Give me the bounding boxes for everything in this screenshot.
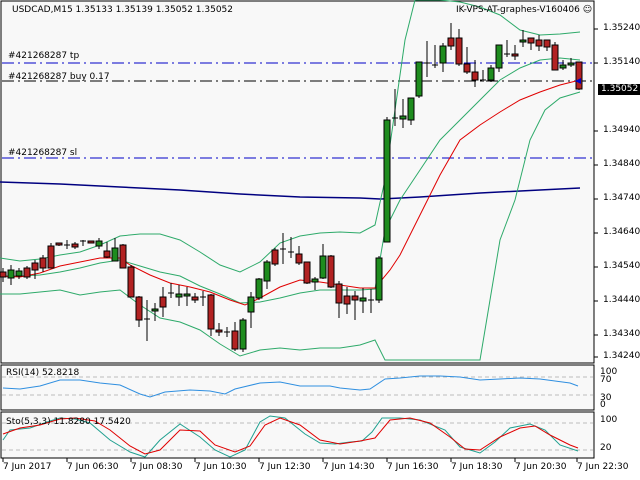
rsi-level-100: 100 bbox=[600, 367, 618, 377]
rsi-pane bbox=[0, 364, 595, 411]
rsi-level-30: 30 bbox=[600, 393, 612, 403]
rsi-level-0: 0 bbox=[600, 400, 606, 410]
price-tick: 1.35140 bbox=[603, 57, 640, 67]
time-tick: 7 Jun 12:30 bbox=[259, 462, 311, 472]
time-tick: 7 Jun 08:30 bbox=[131, 462, 183, 472]
price-tick: 1.34540 bbox=[603, 261, 640, 271]
time-tick: 7 Jun 14:30 bbox=[323, 462, 375, 472]
current-price-tag: 1.35052 bbox=[598, 84, 640, 95]
rsi-level-70: 70 bbox=[600, 375, 612, 385]
stoch-label: Sto(5,3,3) 11.8280 17.5420 bbox=[6, 417, 131, 427]
order-sl-label: #421268287 sl bbox=[8, 148, 78, 158]
price-tick: 1.34240 bbox=[603, 351, 640, 361]
price-tick: 1.34340 bbox=[603, 329, 640, 339]
time-tick: 7 Jun 18:30 bbox=[451, 462, 503, 472]
order-buy-label: #421268287 buy 0.17 bbox=[8, 72, 110, 82]
rsi-label: RSI(14) 52.8218 bbox=[6, 368, 80, 378]
symbol-info: USDCAD,M15 1.35133 1.35139 1.35052 1.350… bbox=[12, 5, 233, 15]
smiley-icon: ☺ bbox=[582, 5, 593, 15]
price-tick: 1.34440 bbox=[603, 295, 640, 305]
time-tick: 7 Jun 16:30 bbox=[387, 462, 439, 472]
time-tick: 7 Jun 06:30 bbox=[67, 462, 119, 472]
main-pane bbox=[0, 0, 595, 364]
time-tick: 7 Jun 22:30 bbox=[577, 462, 629, 472]
time-tick: 7 Jun 20:30 bbox=[515, 462, 567, 472]
stoch-level-20: 20 bbox=[600, 443, 612, 453]
time-tick: 7 Jun 2017 bbox=[3, 462, 52, 472]
price-tick: 1.34740 bbox=[603, 193, 640, 203]
order-tp-label: #421268287 tp bbox=[8, 51, 80, 61]
price-tick: 1.35240 bbox=[603, 23, 640, 33]
stoch-level-100: 100 bbox=[600, 415, 618, 425]
watermark-text: IK-VPS-AT-graphes-V160406 bbox=[456, 5, 580, 15]
time-tick: 7 Jun 10:30 bbox=[195, 462, 247, 472]
price-tick: 1.34640 bbox=[603, 227, 640, 237]
price-tick: 1.34940 bbox=[603, 125, 640, 135]
price-tick: 1.34840 bbox=[603, 159, 640, 169]
watermark: IK-VPS-AT-graphes-V160406 ☺ bbox=[456, 5, 592, 15]
